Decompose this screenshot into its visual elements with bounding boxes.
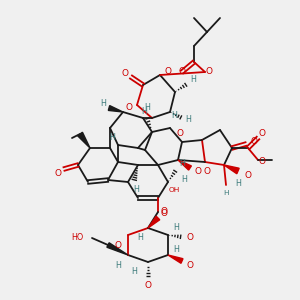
Polygon shape (178, 160, 191, 170)
Text: O: O (194, 167, 202, 176)
Polygon shape (224, 165, 239, 174)
Text: O: O (187, 232, 194, 242)
Text: H: H (235, 178, 241, 188)
Text: O: O (244, 170, 251, 179)
Text: H: H (171, 112, 177, 121)
Text: O: O (115, 241, 122, 250)
Text: O: O (125, 103, 133, 112)
Polygon shape (108, 106, 123, 112)
Text: H: H (115, 260, 121, 269)
Text: H: H (131, 268, 137, 277)
Text: O: O (160, 208, 167, 217)
Text: O: O (259, 158, 266, 166)
Text: H: H (173, 223, 179, 232)
Text: H: H (133, 185, 139, 194)
Text: O: O (145, 281, 152, 290)
Text: H: H (173, 244, 179, 253)
Text: O: O (250, 137, 257, 146)
Text: H: H (137, 233, 143, 242)
Text: HO: HO (72, 233, 84, 242)
Text: H: H (181, 176, 187, 184)
Polygon shape (148, 216, 160, 228)
Text: O: O (160, 209, 167, 218)
Text: H: H (144, 103, 150, 112)
Polygon shape (107, 243, 128, 255)
Text: O: O (178, 68, 185, 76)
Polygon shape (78, 132, 90, 148)
Text: O: O (55, 169, 62, 178)
Text: O: O (122, 68, 128, 77)
Text: H: H (109, 134, 115, 142)
Text: O: O (164, 67, 172, 76)
Text: H: H (223, 190, 229, 196)
Text: H: H (141, 107, 147, 116)
Text: O: O (176, 130, 184, 139)
Text: O: O (206, 68, 212, 76)
Polygon shape (168, 255, 183, 263)
Text: H: H (179, 160, 185, 169)
Text: H: H (190, 76, 196, 85)
Text: H: H (100, 100, 106, 109)
Text: OH: OH (168, 187, 180, 193)
Text: O: O (203, 167, 211, 176)
Text: O: O (187, 260, 194, 269)
Text: H: H (185, 116, 191, 124)
Text: O: O (259, 130, 266, 139)
